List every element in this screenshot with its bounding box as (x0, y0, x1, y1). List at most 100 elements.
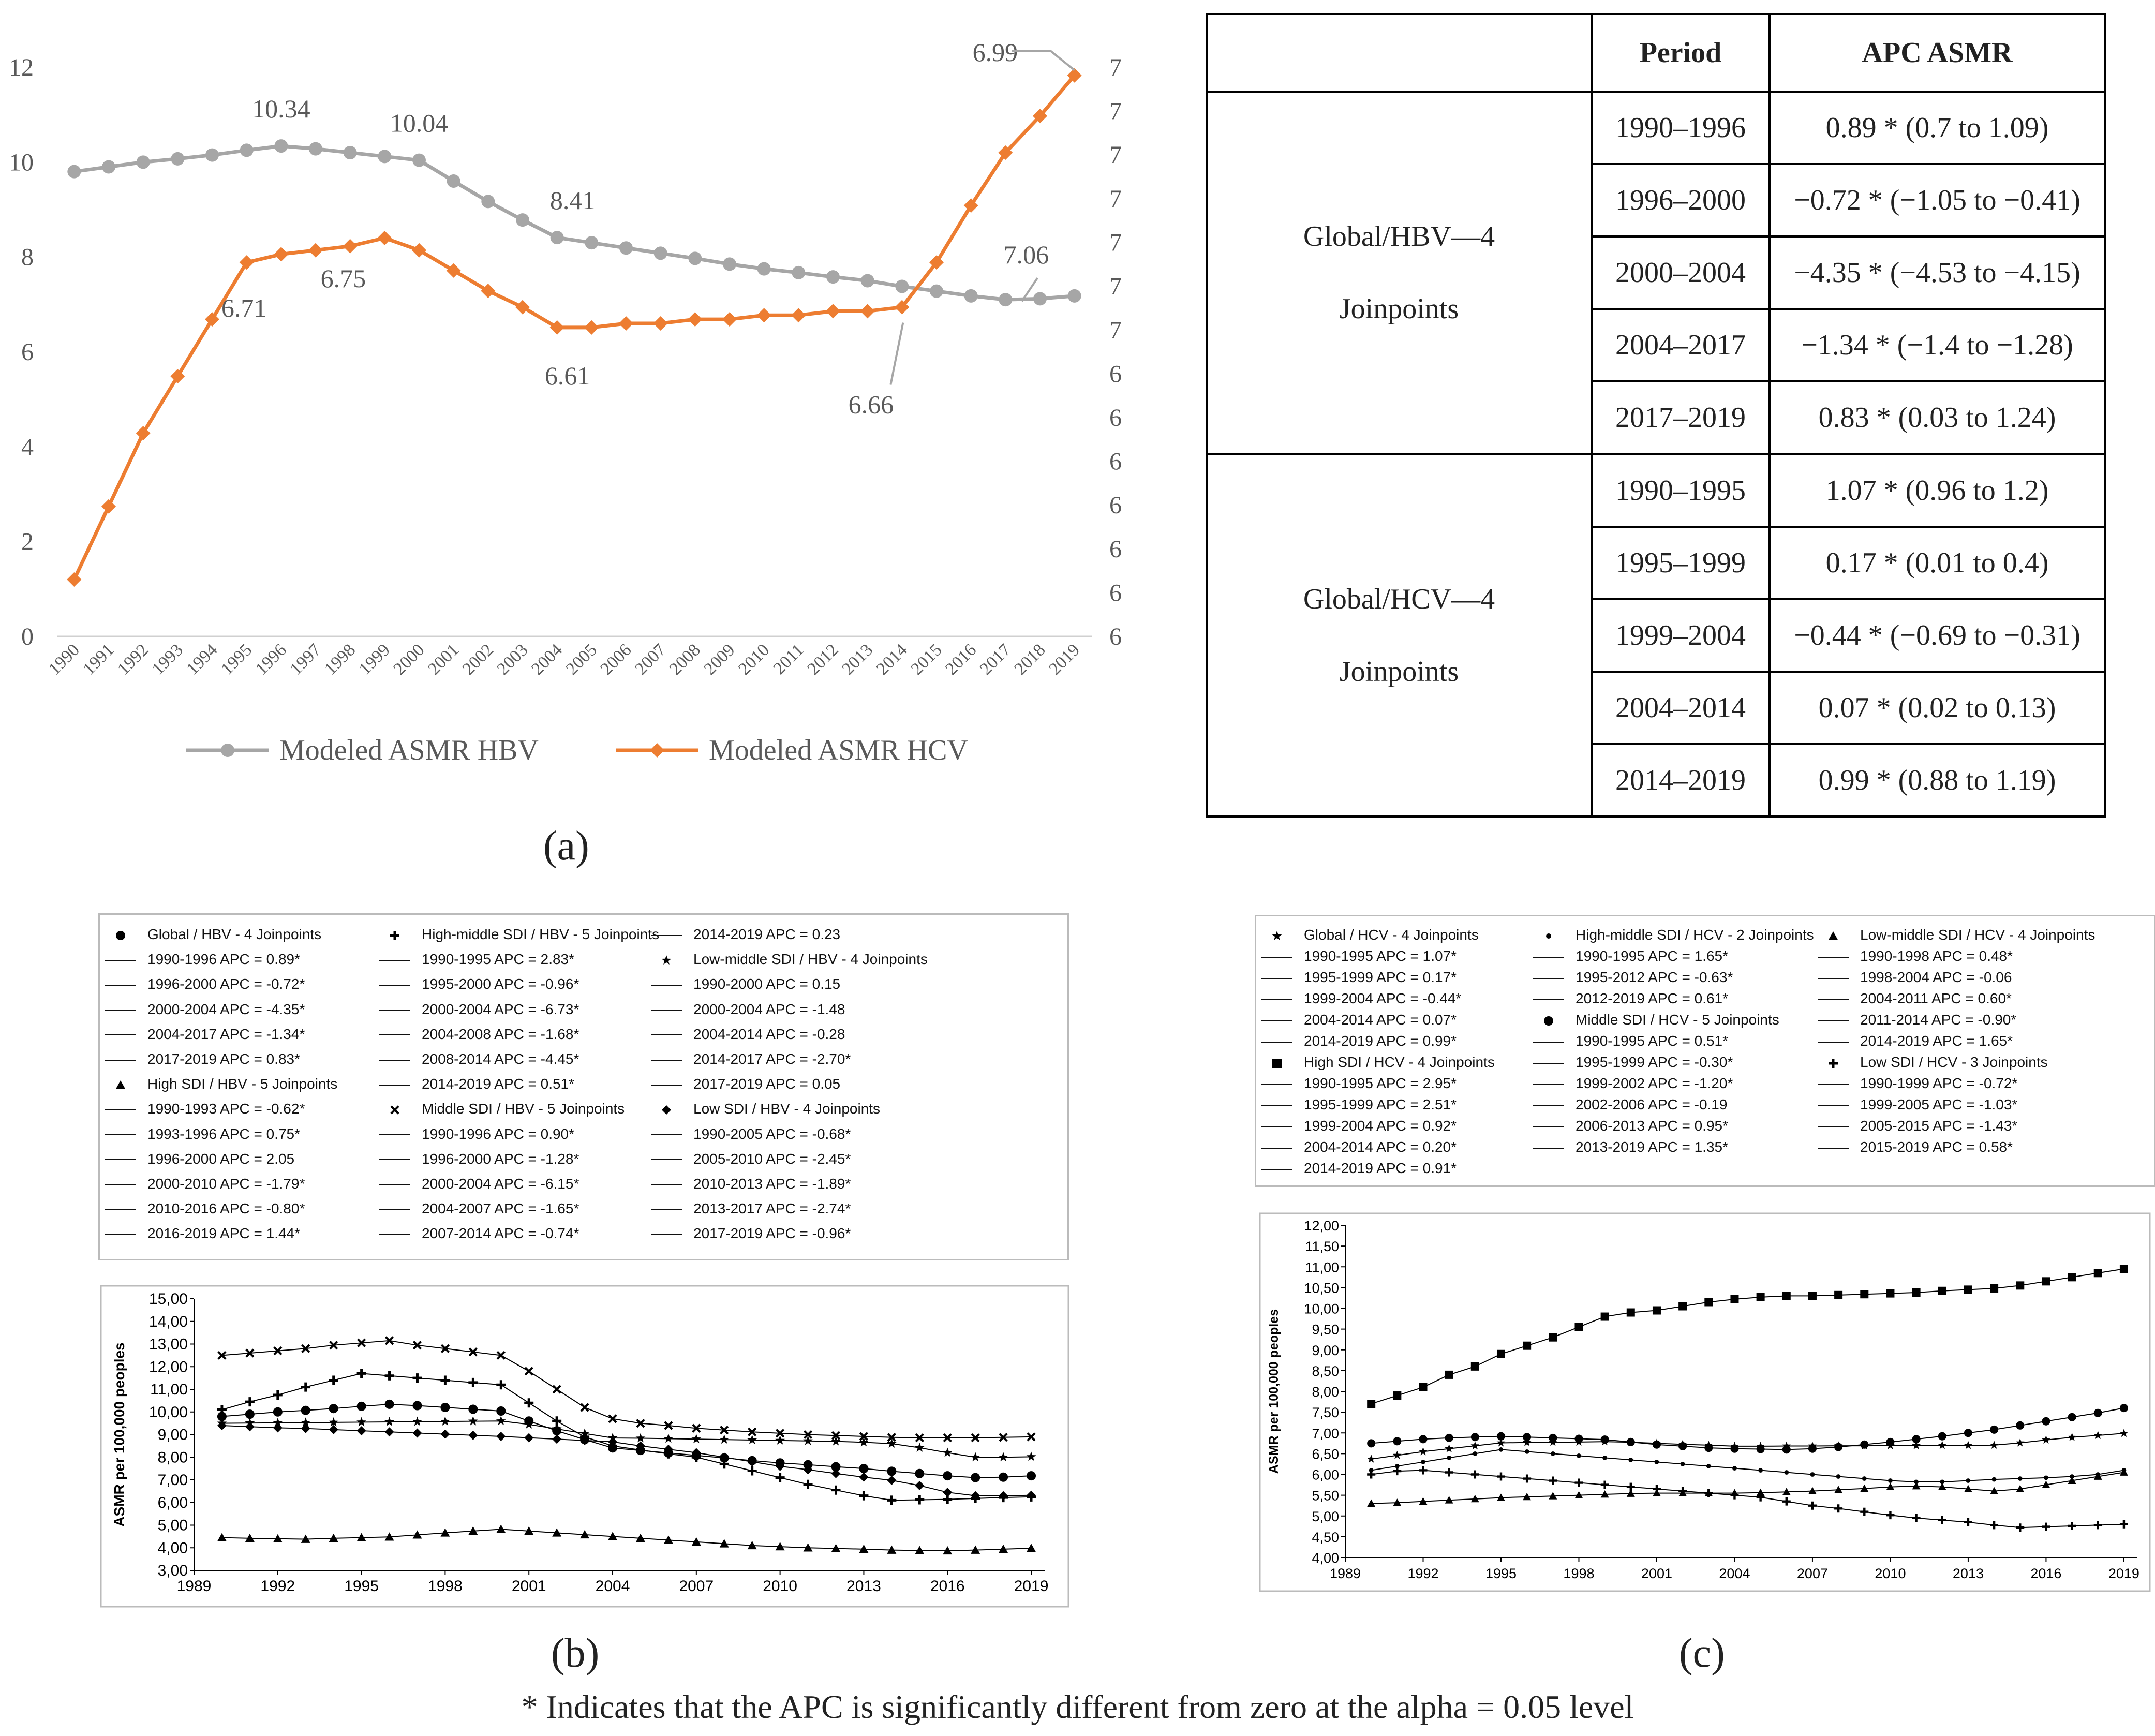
series-marker (1419, 1447, 1428, 1456)
x-tick-label: 2019 (1045, 640, 1083, 678)
legend-series-entry: Low-middle SDI / HCV - 4 Joinpoints (1818, 927, 2095, 943)
table-header-apc: APC ASMR (1768, 13, 2106, 93)
series-marker (1860, 1507, 1869, 1516)
series-marker (440, 1344, 450, 1353)
series-marker (1574, 1478, 1583, 1487)
x-tick-label: 2019 (1014, 1578, 1049, 1595)
table-cell-period: 1990–1996 (1591, 90, 1771, 166)
series-marker (692, 1423, 701, 1433)
legend-text: 1990-1996 APC = 0.89* (147, 951, 301, 968)
x-tick-label: 1992 (260, 1578, 295, 1595)
legend-marker-icon (105, 1076, 136, 1092)
series-marker (1523, 1341, 1532, 1350)
x-tick-label: 1994 (183, 640, 221, 678)
legend-marker-icon (1818, 1054, 1849, 1071)
series-marker (748, 1427, 757, 1436)
legend-marker-icon (1533, 927, 1564, 943)
series-marker (2068, 1413, 2076, 1421)
hcv-point (653, 316, 668, 331)
series-marker (1990, 1425, 1999, 1434)
hcv-point (239, 255, 254, 270)
hcv-point (619, 316, 633, 331)
data-label: 10.34 (252, 94, 310, 123)
series-marker (440, 1416, 450, 1426)
legend-text: 1999-2004 APC = 0.92* (1304, 1118, 1457, 1134)
leader-line (1021, 277, 1038, 302)
legend-line-swatch (651, 1234, 682, 1235)
series-marker (1524, 1449, 1529, 1454)
series-marker (1914, 1479, 1919, 1485)
series-marker (1654, 1460, 1659, 1464)
x-tick-label: 1989 (1330, 1566, 1361, 1581)
legend-text: 2011-2014 APC = -0.90* (1860, 1012, 2017, 1028)
series-marker (1498, 1447, 1504, 1452)
y-right-tick-label: 6 (1109, 536, 1122, 563)
series-marker (217, 1405, 227, 1415)
series-marker (1626, 1437, 1636, 1446)
legend-apc-entry: 2017-2019 APC = -0.96* (651, 1225, 851, 1242)
hbv-point (619, 241, 633, 255)
legend-line-swatch (1818, 1105, 1849, 1106)
legend-apc-entry: 1996-2000 APC = -0.72* (105, 976, 305, 992)
series-marker (440, 1429, 450, 1439)
series-marker (468, 1416, 478, 1426)
series-marker (1445, 1370, 1453, 1379)
sublabel-c: (c) (1679, 1630, 1725, 1676)
x-tick-label: 2017 (976, 640, 1015, 678)
y-left-tick-label: 0 (21, 623, 34, 650)
legend-text: 2014-2019 APC = 0.91* (1304, 1160, 1457, 1176)
series-line (221, 1403, 1032, 1478)
legend-text: 2013-2019 APC = 1.35* (1576, 1139, 1729, 1155)
series-marker (552, 1385, 561, 1394)
legend-apc-entry: 2008-2014 APC = -4.45* (379, 1051, 579, 1067)
legend-line-swatch (1533, 1041, 1564, 1043)
legend-line-swatch (1533, 1062, 1564, 1064)
series-marker (998, 1452, 1008, 1462)
series-marker (831, 1544, 841, 1552)
square-marker-icon (1272, 1058, 1282, 1068)
legend-apc-entry: 1999-2004 APC = 0.92* (1261, 1118, 1457, 1134)
hcv-point (377, 231, 392, 245)
legend-c: Global / HCV - 4 Joinpoints 1990-1995 APC… (1255, 915, 2155, 1187)
legend-text: 1996-2000 APC = 2.05 (147, 1150, 295, 1167)
y-tick-label: 14,00 (149, 1313, 188, 1330)
marker-shape (1829, 931, 1838, 940)
series-marker (775, 1473, 785, 1482)
series-marker (1027, 1490, 1036, 1500)
series-marker (329, 1375, 338, 1385)
legend-apc-entry: 2014-2019 APC = 1.65* (1818, 1033, 2013, 1049)
legend-hbv-marker (221, 744, 234, 757)
hcv-point (308, 243, 323, 258)
series-marker (245, 1348, 255, 1358)
legend-marker-icon (1261, 1054, 1292, 1071)
hbv-point (102, 160, 115, 174)
legend-line-swatch (1261, 977, 1292, 979)
legend-line-swatch (379, 1234, 410, 1235)
y-right-tick-label: 6 (1109, 579, 1122, 606)
legend-line-swatch (379, 1134, 410, 1136)
series-marker (1523, 1492, 1532, 1501)
legend-series-entry: High SDI / HBV - 5 Joinpoints (105, 1076, 337, 1092)
legend-apc-entry: 1995-2012 APC = -0.63* (1533, 969, 1733, 986)
series-marker (524, 1526, 534, 1535)
series-marker (1810, 1472, 1815, 1477)
leader-line (889, 322, 904, 385)
table-row: 1995–1999 0.17 * (0.01 to 0.4) (1207, 525, 2106, 600)
series-line (221, 1425, 1032, 1496)
hbv-point (964, 289, 978, 303)
series-marker (1990, 1284, 1999, 1293)
x-tick-label: 2010 (1875, 1566, 1906, 1581)
legend-line-swatch (1818, 1084, 1849, 1085)
hcv-point (1067, 68, 1082, 83)
series-marker (1473, 1451, 1478, 1456)
legend-marker-icon (1533, 1012, 1564, 1028)
y-right-tick-label: 7 (1109, 273, 1122, 300)
marker-shape (116, 1080, 125, 1089)
series-marker (1808, 1292, 1817, 1300)
y-tick-label: 7,00 (1312, 1426, 1339, 1441)
legend-text: 1995-1999 APC = -0.30* (1576, 1054, 1733, 1070)
y-tick-label: 8,00 (158, 1449, 188, 1466)
legend-line-swatch (651, 1084, 682, 1086)
series-marker (2119, 1429, 2129, 1437)
legend-apc-entry: 2013-2017 APC = -2.74* (651, 1200, 851, 1217)
